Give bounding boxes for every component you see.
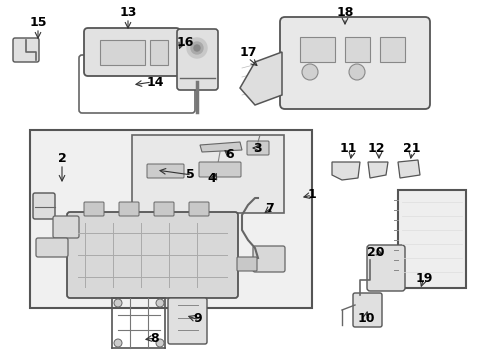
Text: 5: 5 bbox=[185, 168, 194, 181]
Text: 21: 21 bbox=[403, 141, 420, 154]
Text: 20: 20 bbox=[366, 246, 384, 258]
FancyBboxPatch shape bbox=[33, 193, 55, 219]
Polygon shape bbox=[397, 160, 419, 178]
Text: 18: 18 bbox=[336, 5, 353, 18]
Circle shape bbox=[156, 339, 163, 347]
Text: 2: 2 bbox=[58, 152, 66, 165]
Circle shape bbox=[114, 339, 122, 347]
Text: 12: 12 bbox=[366, 141, 384, 154]
Bar bbox=[379, 37, 404, 62]
Circle shape bbox=[186, 38, 206, 58]
FancyBboxPatch shape bbox=[237, 257, 257, 271]
Text: 11: 11 bbox=[339, 141, 356, 154]
FancyBboxPatch shape bbox=[366, 245, 404, 291]
Bar bbox=[299, 37, 334, 62]
Bar bbox=[397, 190, 465, 288]
FancyBboxPatch shape bbox=[147, 164, 183, 178]
FancyBboxPatch shape bbox=[154, 202, 174, 216]
Text: 19: 19 bbox=[414, 271, 432, 284]
Circle shape bbox=[194, 45, 200, 51]
Text: 16: 16 bbox=[176, 36, 193, 49]
FancyBboxPatch shape bbox=[352, 293, 381, 327]
Bar bbox=[345, 37, 369, 62]
FancyBboxPatch shape bbox=[67, 212, 238, 298]
FancyBboxPatch shape bbox=[189, 202, 208, 216]
Bar bbox=[150, 40, 168, 65]
FancyBboxPatch shape bbox=[252, 246, 285, 272]
FancyBboxPatch shape bbox=[246, 141, 268, 155]
Circle shape bbox=[302, 64, 317, 80]
Circle shape bbox=[114, 299, 122, 307]
FancyBboxPatch shape bbox=[280, 17, 429, 109]
FancyBboxPatch shape bbox=[177, 29, 218, 90]
Text: 8: 8 bbox=[150, 332, 159, 345]
FancyBboxPatch shape bbox=[53, 216, 79, 238]
Polygon shape bbox=[367, 162, 387, 178]
FancyBboxPatch shape bbox=[13, 38, 39, 62]
FancyBboxPatch shape bbox=[84, 28, 180, 76]
Text: 3: 3 bbox=[252, 141, 261, 154]
Circle shape bbox=[191, 42, 203, 54]
Text: 14: 14 bbox=[146, 76, 163, 89]
Circle shape bbox=[348, 64, 364, 80]
Text: 7: 7 bbox=[265, 202, 274, 215]
Bar bbox=[132, 135, 284, 213]
FancyBboxPatch shape bbox=[168, 298, 206, 344]
Polygon shape bbox=[240, 52, 282, 105]
Text: 15: 15 bbox=[29, 15, 47, 28]
Polygon shape bbox=[331, 162, 359, 180]
Text: 9: 9 bbox=[193, 311, 202, 324]
FancyBboxPatch shape bbox=[199, 162, 241, 177]
Polygon shape bbox=[200, 142, 242, 152]
Circle shape bbox=[156, 299, 163, 307]
Text: 6: 6 bbox=[225, 148, 234, 162]
FancyBboxPatch shape bbox=[84, 202, 104, 216]
Text: 1: 1 bbox=[307, 189, 316, 202]
Text: 4: 4 bbox=[207, 171, 216, 184]
FancyBboxPatch shape bbox=[119, 202, 139, 216]
Text: 17: 17 bbox=[239, 45, 256, 58]
Bar bbox=[30, 130, 311, 308]
Bar bbox=[100, 40, 145, 65]
Text: 10: 10 bbox=[357, 311, 374, 324]
Text: 13: 13 bbox=[119, 5, 137, 18]
FancyBboxPatch shape bbox=[36, 238, 68, 257]
